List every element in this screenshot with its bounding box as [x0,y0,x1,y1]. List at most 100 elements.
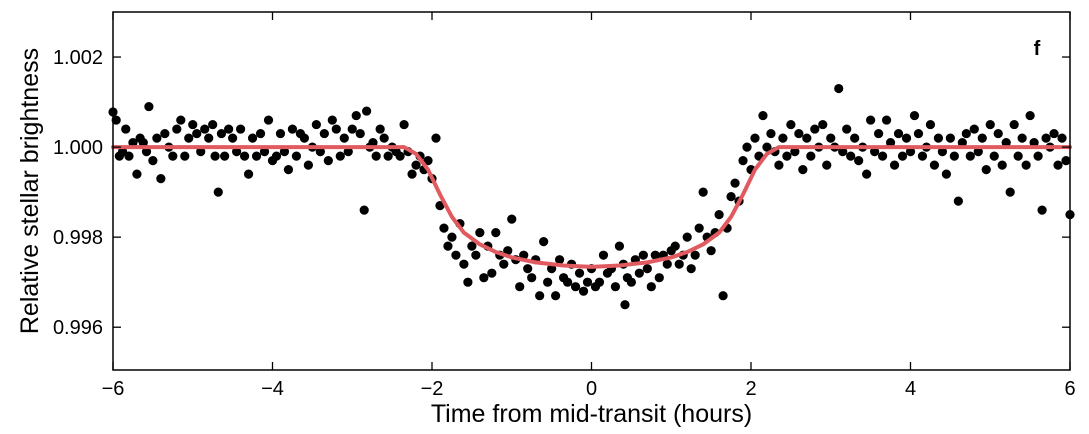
data-point [399,119,409,130]
data-point [121,124,131,134]
data-point [917,151,928,161]
data-point [539,237,549,247]
axes: −6 −4 −2 0 2 4 6 0.996 0.998 1.000 1.002 [53,12,1076,400]
data-point [1041,133,1051,143]
data-point [806,151,816,161]
data-point [634,268,644,278]
x-tick-label: 2 [745,378,756,400]
data-point [527,273,537,283]
model-curve [111,145,1072,269]
y-axis-title: Relative stellar brightness [16,48,44,334]
data-point [1009,119,1019,130]
y-tick-label: 1.000 [53,137,103,159]
data-point [945,133,955,143]
data-point [682,232,692,242]
data-point [375,124,385,134]
data-point [758,110,768,121]
data-point [1061,156,1071,166]
data-point [1005,187,1015,197]
data-point [523,264,533,274]
data-point [901,133,912,143]
data-point [355,128,365,139]
data-point [213,187,223,197]
data-point [359,205,369,215]
data-point [491,228,501,238]
data-point [232,147,242,157]
data-point [650,250,660,260]
data-point [339,133,349,143]
data-point [1049,128,1059,139]
data-point [555,255,565,265]
data-point [251,151,262,161]
data-point [144,101,154,112]
data-point [220,151,230,161]
data-point [866,115,876,125]
data-point [168,151,178,161]
data-point [846,151,856,161]
data-point [1025,110,1035,121]
data-point [124,151,134,161]
data-point [1029,137,1039,148]
data-point [1037,205,1047,215]
data-point [620,300,630,310]
data-point [128,137,138,148]
data-point [822,160,832,170]
data-point [638,250,648,260]
data-point [925,119,936,130]
data-point [347,124,357,134]
data-point [790,147,800,157]
data-point [368,137,378,148]
data-point [981,165,991,175]
data-point [515,282,525,292]
data-point [774,160,784,170]
data-points [108,83,1075,310]
data-point [818,119,828,130]
x-tick-label: 6 [1064,378,1075,400]
data-point [411,160,421,170]
data-point [1033,151,1043,161]
data-point [889,160,900,170]
data-point [610,282,621,292]
data-point [451,250,461,260]
data-point [742,142,752,152]
data-point [794,128,804,139]
data-point [810,124,820,134]
data-point [263,115,274,125]
data-point [132,169,142,179]
data-point [1021,160,1031,170]
data-point [626,277,636,287]
data-point [291,151,302,161]
data-point [475,228,485,238]
data-point [141,147,152,157]
data-point [228,133,238,143]
data-point [973,147,983,157]
data-point [255,128,266,139]
data-point [578,286,589,296]
data-point [957,137,967,148]
data-point [111,115,121,125]
data-point [271,151,282,161]
x-tick-label: −6 [102,378,125,400]
data-point [192,128,202,139]
data-point [371,151,381,161]
data-point [216,128,227,139]
data-point [989,151,999,161]
data-point [965,151,975,161]
data-point [503,246,513,256]
data-point [315,147,325,157]
y-tick-label: 1.002 [53,47,103,69]
data-point [247,133,258,143]
data-point [766,128,776,139]
data-point [826,133,836,143]
data-point [287,124,298,134]
data-point [730,178,740,188]
data-point [156,174,166,184]
data-point [283,165,294,175]
data-point [897,151,908,161]
data-point [654,273,664,283]
data-point [152,133,162,143]
data-point [343,147,353,157]
data-point [259,147,270,157]
data-point [507,214,517,224]
